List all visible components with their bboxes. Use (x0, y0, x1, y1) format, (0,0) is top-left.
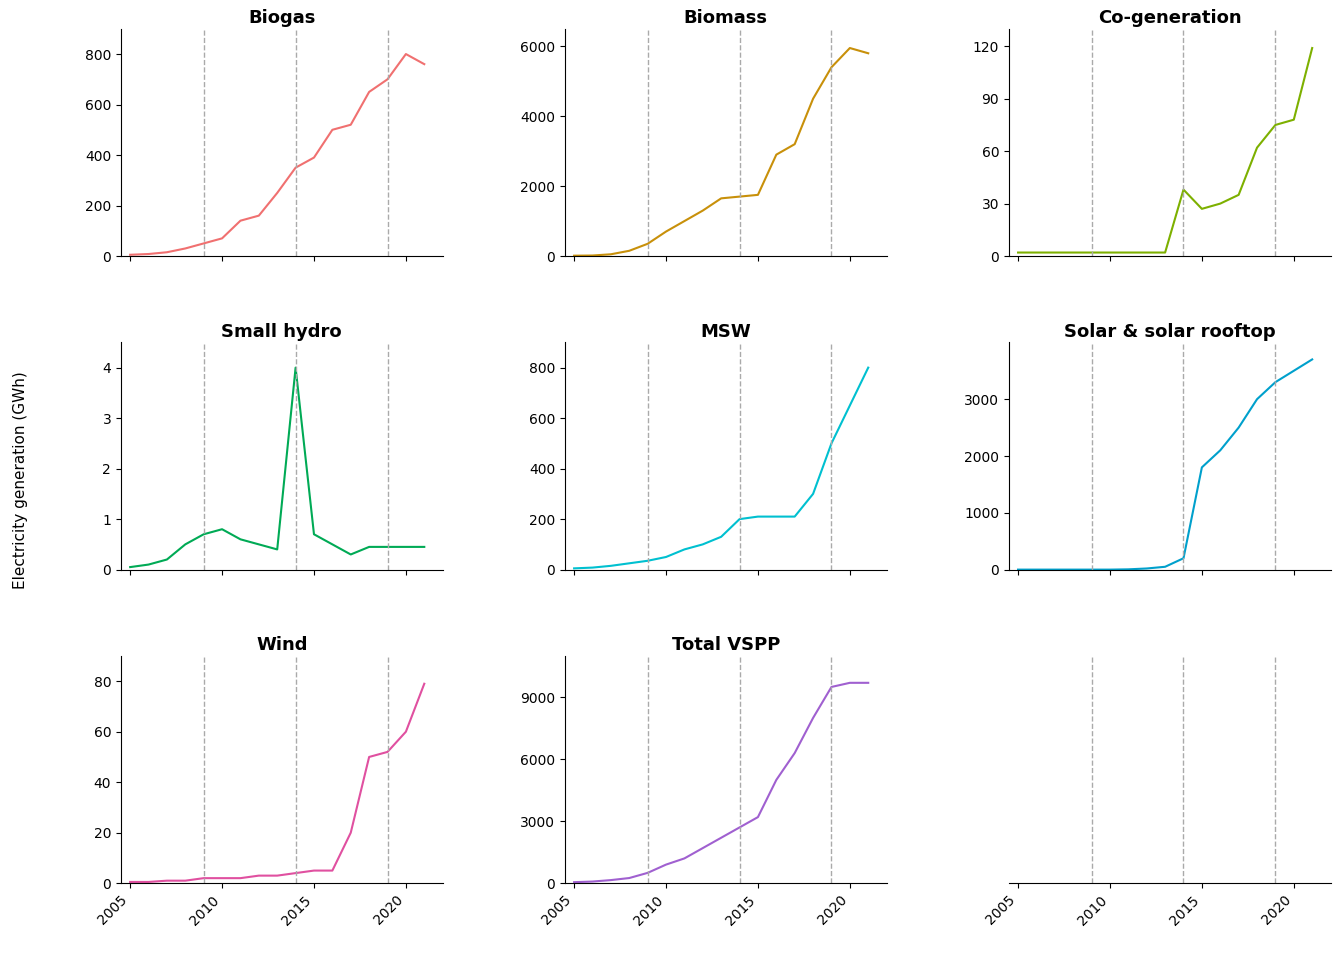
Title: MSW: MSW (700, 323, 751, 341)
Text: Electricity generation (GWh): Electricity generation (GWh) (12, 372, 28, 588)
Title: Solar & solar rooftop: Solar & solar rooftop (1064, 323, 1275, 341)
Title: Co-generation: Co-generation (1098, 10, 1242, 27)
Title: Wind: Wind (257, 636, 308, 655)
Title: Biomass: Biomass (684, 10, 767, 27)
Title: Small hydro: Small hydro (222, 323, 343, 341)
Title: Biogas: Biogas (249, 10, 316, 27)
Title: Total VSPP: Total VSPP (672, 636, 780, 655)
